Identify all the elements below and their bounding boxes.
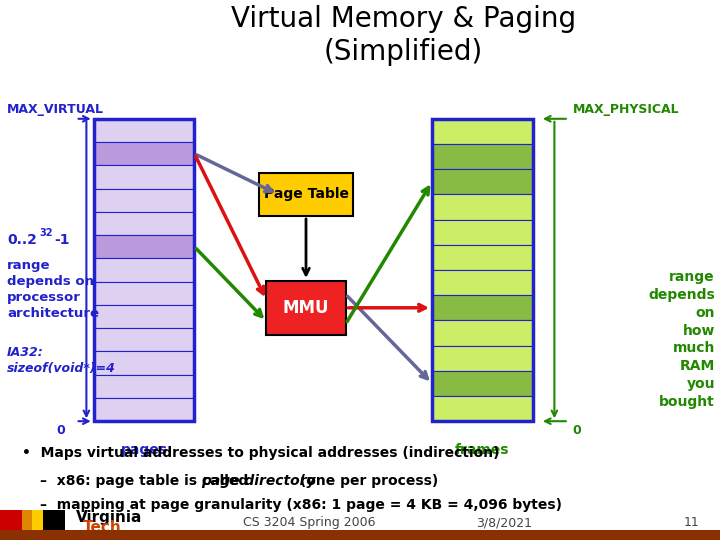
Bar — [94, 352, 194, 375]
Bar — [432, 220, 533, 245]
Text: MMU: MMU — [283, 299, 329, 317]
Bar — [94, 165, 194, 188]
Text: Virtual Memory & Paging
(Simplified): Virtual Memory & Paging (Simplified) — [230, 5, 576, 66]
Bar — [94, 398, 194, 421]
Text: Page Table: Page Table — [264, 187, 348, 201]
Bar — [259, 173, 353, 216]
Bar — [94, 235, 194, 258]
Text: page directory: page directory — [202, 474, 316, 488]
Text: range
depends
on
how
much
RAM
you
bought: range depends on how much RAM you bought — [648, 270, 715, 409]
Bar — [432, 396, 533, 421]
Text: IA32:
sizeof(void*)=4: IA32: sizeof(void*)=4 — [7, 346, 116, 375]
Text: •  Maps virtual addresses to physical addresses (indirection): • Maps virtual addresses to physical add… — [22, 446, 499, 460]
Bar — [94, 142, 194, 165]
Text: frames: frames — [455, 443, 510, 457]
Bar — [94, 305, 194, 328]
Bar — [94, 119, 194, 142]
Text: –  x86: page table is called: – x86: page table is called — [40, 474, 253, 488]
Text: MAX_VIRTUAL: MAX_VIRTUAL — [7, 103, 104, 116]
Bar — [432, 371, 533, 396]
Bar — [432, 119, 533, 144]
Text: -1: -1 — [54, 233, 70, 247]
Bar — [94, 282, 194, 305]
Bar — [432, 144, 533, 169]
Bar — [432, 320, 533, 346]
Text: 0..2: 0..2 — [7, 233, 37, 247]
Text: –  mapping at page granularity (x86: 1 page = 4 KB = 4,096 bytes): – mapping at page granularity (x86: 1 pa… — [40, 498, 562, 512]
Text: (one per process): (one per process) — [295, 474, 438, 488]
Bar — [432, 169, 533, 194]
Bar — [0, 530, 720, 540]
Bar — [432, 270, 533, 295]
Bar — [94, 375, 194, 398]
Text: 3/8/2021: 3/8/2021 — [476, 516, 532, 529]
Text: range
depends on
processor
architecture: range depends on processor architecture — [7, 259, 99, 320]
Text: 11: 11 — [683, 516, 699, 529]
Text: MAX_PHYSICAL: MAX_PHYSICAL — [572, 103, 679, 116]
Bar — [94, 212, 194, 235]
Text: Tech: Tech — [83, 519, 122, 535]
Text: CS 3204 Spring 2006: CS 3204 Spring 2006 — [243, 516, 376, 529]
Text: pages: pages — [120, 443, 168, 457]
Text: 0: 0 — [57, 424, 66, 437]
Bar — [94, 328, 194, 352]
Bar — [32, 510, 43, 540]
Bar — [22, 510, 32, 540]
Text: 32: 32 — [40, 228, 53, 238]
Bar — [94, 188, 194, 212]
Bar — [432, 194, 533, 220]
Bar — [432, 119, 533, 421]
Bar — [94, 119, 194, 421]
Text: 0: 0 — [572, 424, 581, 437]
Bar — [43, 510, 65, 540]
Bar — [0, 510, 22, 540]
Bar — [432, 295, 533, 320]
Bar — [432, 245, 533, 270]
Bar — [266, 281, 346, 335]
Bar — [94, 258, 194, 282]
Text: Virginia: Virginia — [76, 510, 142, 525]
Bar — [432, 346, 533, 371]
